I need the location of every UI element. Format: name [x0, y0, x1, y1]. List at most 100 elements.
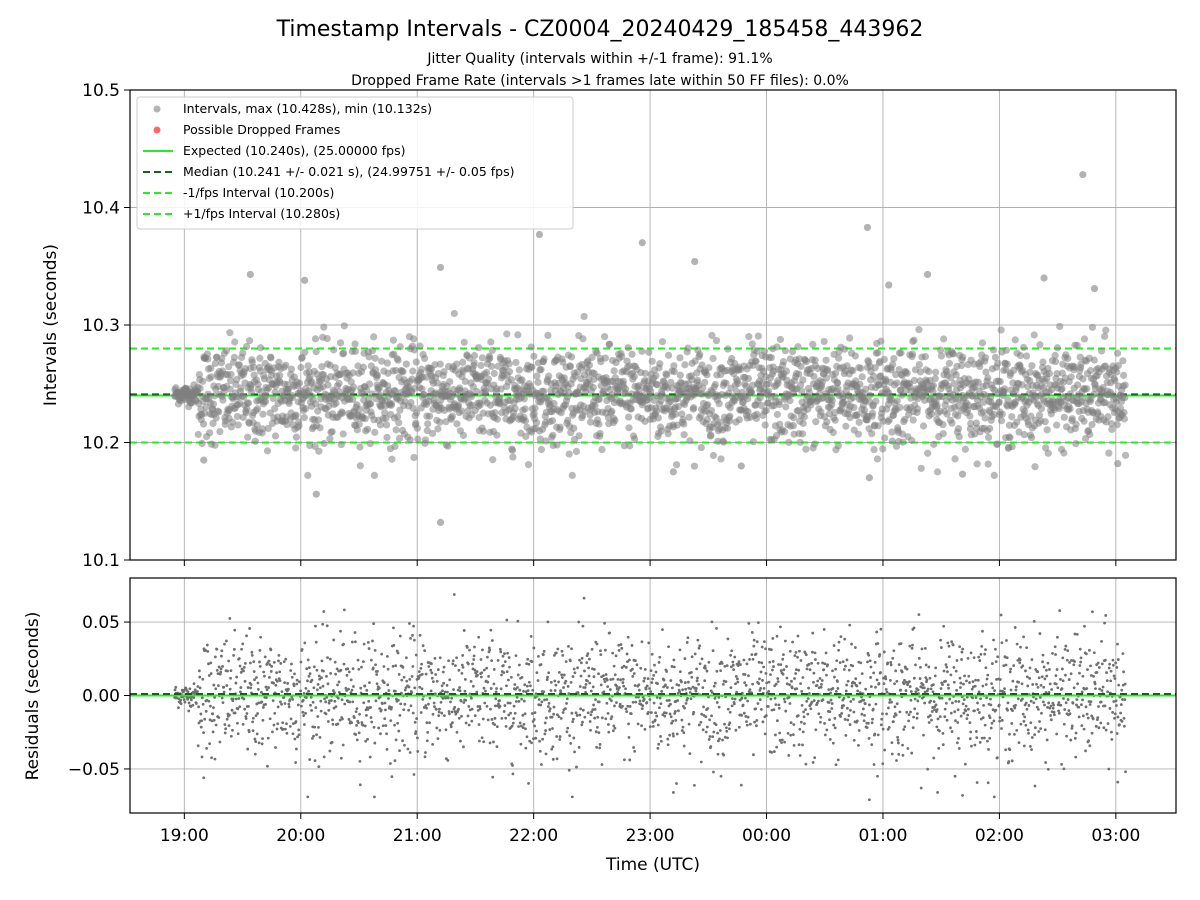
- residual-point: [225, 684, 229, 687]
- residual-point: [452, 688, 455, 691]
- interval-point: [645, 348, 653, 356]
- residual-point: [504, 716, 508, 720]
- residual-point: [699, 760, 703, 764]
- interval-point: [373, 371, 382, 379]
- residual-point: [668, 733, 672, 737]
- residual-point: [543, 721, 547, 725]
- interval-point: [822, 356, 830, 364]
- interval-point: [399, 368, 407, 376]
- residual-point: [780, 741, 783, 744]
- residual-point: [532, 718, 536, 721]
- residual-point: [895, 759, 898, 762]
- residual-point: [973, 709, 976, 713]
- residual-point: [926, 767, 930, 771]
- residual-point: [550, 715, 554, 719]
- interval-point: [480, 427, 488, 435]
- interval-point: [564, 416, 572, 425]
- residual-point: [726, 637, 730, 641]
- interval-point: [484, 375, 493, 383]
- residual-point: [658, 655, 662, 659]
- residual-point: [732, 668, 736, 672]
- residual-point: [1013, 706, 1017, 710]
- interval-point: [537, 445, 546, 454]
- interval-point: [391, 442, 399, 451]
- residual-point: [1073, 660, 1076, 663]
- residual-point: [498, 704, 502, 708]
- residual-point: [845, 683, 849, 687]
- interval-point: [355, 405, 364, 413]
- residual-point: [690, 655, 694, 659]
- interval-point: [601, 354, 609, 362]
- residual-point: [526, 689, 530, 693]
- interval-point: [1121, 451, 1130, 459]
- residual-point: [805, 699, 809, 703]
- residual-point: [626, 635, 630, 639]
- residual-point: [681, 688, 685, 692]
- residual-point: [480, 671, 484, 675]
- residual-point: [505, 684, 508, 688]
- residual-point: [724, 726, 728, 730]
- residual-point: [611, 729, 615, 733]
- residual-point: [741, 703, 745, 707]
- residual-point: [958, 645, 962, 649]
- residual-point: [839, 635, 843, 639]
- residual-point: [982, 736, 986, 740]
- interval-point: [834, 442, 842, 450]
- residual-point: [1025, 646, 1029, 650]
- interval-point: [898, 430, 907, 438]
- interval-point: [520, 395, 528, 403]
- residual-point: [1004, 748, 1008, 752]
- residual-point: [1007, 760, 1011, 763]
- interval-point: [566, 363, 574, 371]
- residual-point: [890, 752, 894, 756]
- residual-point: [438, 707, 441, 711]
- residual-point: [503, 704, 507, 707]
- interval-point: [234, 421, 242, 429]
- interval-point: [716, 418, 724, 426]
- residual-point: [447, 659, 451, 663]
- residual-point: [1043, 677, 1047, 681]
- residual-point: [500, 717, 504, 720]
- residual-point: [302, 691, 306, 695]
- residual-point: [917, 613, 921, 617]
- residual-point: [681, 725, 685, 729]
- interval-point: [243, 405, 251, 413]
- interval-point: [247, 388, 256, 396]
- interval-outlier-point: [301, 276, 309, 284]
- interval-point: [540, 387, 548, 395]
- residual-point: [836, 687, 840, 690]
- interval-point: [664, 430, 672, 438]
- residual-point: [1060, 687, 1064, 691]
- residual-point: [757, 682, 761, 685]
- interval-point: [672, 410, 680, 418]
- residual-point: [282, 660, 286, 664]
- residual-point: [718, 737, 721, 741]
- residual-point: [431, 680, 435, 684]
- residual-point: [283, 702, 287, 705]
- residual-point: [492, 682, 496, 686]
- interval-point: [898, 391, 906, 399]
- residual-point: [1050, 688, 1054, 691]
- residual-point: [503, 660, 507, 664]
- residual-point: [451, 659, 455, 663]
- legend-label-dropped: Possible Dropped Frames: [183, 122, 340, 137]
- interval-point: [1044, 449, 1052, 457]
- residual-point: [833, 726, 837, 730]
- residual-point: [914, 663, 917, 667]
- residual-point: [385, 732, 388, 736]
- interval-point: [215, 408, 223, 416]
- residual-point: [361, 660, 365, 664]
- residual-point: [900, 670, 904, 674]
- residual-point: [350, 721, 353, 725]
- residual-point: [267, 676, 271, 679]
- residual-point: [321, 622, 325, 626]
- interval-point: [654, 414, 662, 422]
- residual-point: [1040, 711, 1043, 715]
- residual-point: [1009, 688, 1013, 692]
- interval-point: [254, 380, 262, 388]
- interval-point: [239, 349, 247, 357]
- interval-point: [470, 351, 479, 360]
- interval-point: [925, 367, 933, 376]
- residual-point: [420, 662, 423, 666]
- residual-point: [975, 736, 979, 740]
